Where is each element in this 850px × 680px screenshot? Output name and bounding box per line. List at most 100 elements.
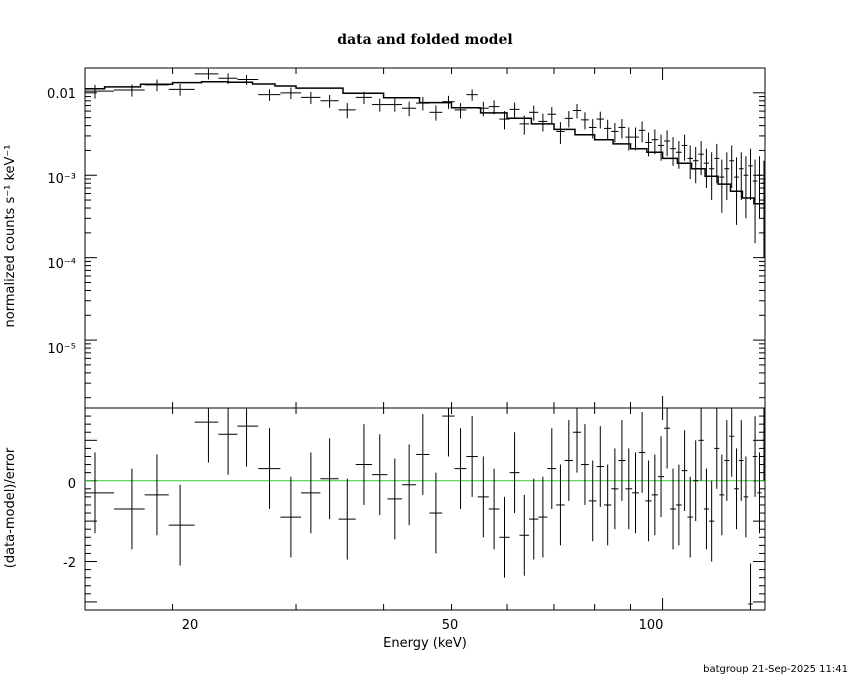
data-point [387,98,403,112]
data-point [651,129,658,155]
residual-point [529,478,539,560]
top-y-tick-label-0: 0.01 [47,87,76,102]
bottom-y-tick-marks [85,407,765,611]
residual-point [709,480,715,562]
residual-point [675,464,682,546]
residual-point [114,468,145,550]
residual-point [237,408,259,467]
residual-point [611,448,619,530]
data-point [556,122,565,144]
data-point [301,91,321,105]
data-point [237,74,259,85]
data-point [709,152,715,201]
top-y-axis-label: normalized counts s⁻¹ keV⁻¹ [3,145,18,328]
bottom-panel-frame [84,407,766,611]
data-point [168,83,195,96]
data-point [581,112,589,130]
data-point [538,113,548,132]
residual-point [581,424,589,505]
residual-point [168,484,195,566]
residual-point [416,414,430,495]
residual-point [355,424,372,505]
residual-point [738,420,744,501]
residual-point [429,472,443,554]
residual-point [402,444,417,526]
data-point [657,134,665,161]
top-panel [84,67,766,409]
top-panel-frame [84,67,766,409]
residual-point [556,464,565,546]
residual-point [719,454,725,536]
bottom-y-axis-label: (data-model)/error [3,447,18,568]
residual-point [301,452,321,534]
top-y-tick-marks [85,67,765,399]
residual-point [703,468,710,550]
data-point [670,137,676,166]
data-point [729,145,735,189]
data-point [144,79,169,92]
data-point [698,141,704,176]
residual-point [714,408,720,489]
top-y-ticks: 0.01 10⁻³ 10⁻⁴ 10⁻⁵ [47,87,76,357]
residual-point [692,440,699,522]
residual-point [442,408,455,457]
residual-point [466,416,478,497]
data-point [85,84,115,99]
data-point [114,84,145,97]
data-point [738,152,744,201]
data-point [603,119,612,140]
residual-point [596,426,604,507]
x-tick-label-100: 100 [639,618,664,633]
data-point [519,115,530,135]
bottom-y-ticks: 0 -2 [63,477,76,571]
top-y-tick-label-2: 10⁻⁴ [47,257,76,272]
residual-point [743,456,749,538]
data-point [280,87,302,100]
data-point [454,103,467,119]
data-point [488,100,500,115]
data-point [761,160,765,258]
data-point [499,111,510,130]
residual-point [454,428,467,509]
data-point [743,156,749,219]
data-point [638,121,646,143]
residual-point [538,476,548,558]
residual-point [519,494,530,576]
x-tick-marks [172,68,664,610]
data-point [355,91,372,105]
residual-point [687,476,693,558]
data-point [719,159,725,213]
residual-point [144,454,169,536]
data-point [371,98,388,112]
data-point [611,123,619,143]
residual-point [499,496,510,578]
data-point [757,156,762,219]
data-point [645,132,652,157]
residual-point [218,408,238,475]
data-point [477,101,489,117]
bottom-y-tick-label-1: -2 [63,556,76,571]
data-point [258,89,281,101]
residual-point [509,432,520,514]
residual-point [632,452,639,534]
x-tick-label-50: 50 [442,618,459,633]
residual-point [698,408,704,481]
residual-point [547,428,557,509]
residual-point [645,460,652,542]
data-point [564,111,573,128]
x-tick-label-20: 20 [182,618,199,633]
residual-point [748,563,753,610]
x-ticks: 20 50 100 [182,618,664,633]
data-point [320,95,339,108]
data-point [675,141,682,169]
residual-point [618,420,626,501]
top-y-tick-label-1: 10⁻³ [47,172,76,187]
data-point [529,105,539,121]
residual-point [320,438,339,520]
data-point [572,104,582,119]
residual-points [85,408,765,610]
data-point [687,145,693,180]
residual-point [572,408,582,473]
residual-point [194,408,219,463]
